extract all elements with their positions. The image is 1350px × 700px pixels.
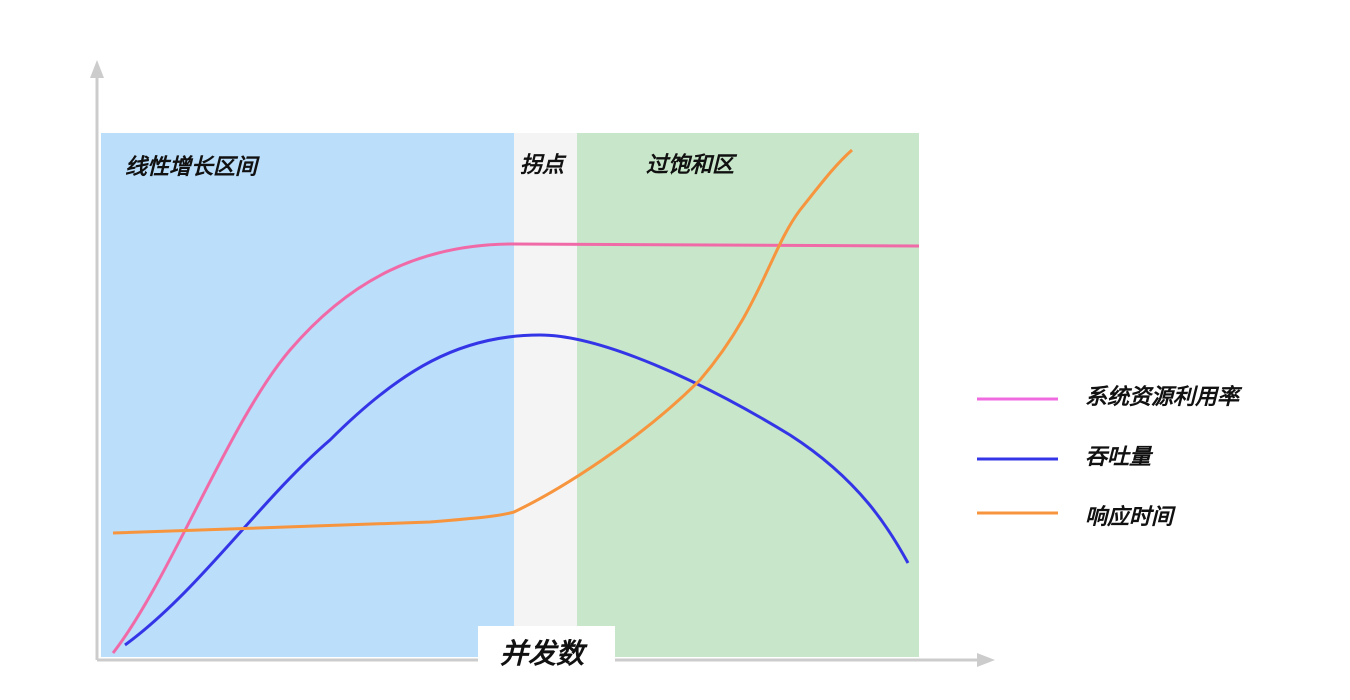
saturation-region [577, 133, 919, 657]
legend-label: 系统资源利用率 [1085, 384, 1243, 410]
legend-label: 响应时间 [1085, 504, 1176, 530]
region-label: 线性增长区间 [125, 154, 260, 180]
linear-region [101, 133, 514, 657]
x-axis-label: 并发数 [500, 637, 588, 670]
x-axis-arrow [977, 653, 995, 667]
axis-label-box [478, 626, 615, 680]
throughput-curve [124, 333, 910, 647]
utilization-curve [111, 242, 920, 654]
region-label: 拐点 [520, 153, 567, 178]
region-label: 过饱和区 [646, 153, 738, 178]
response-time-curve [112, 148, 853, 535]
y-axis-arrow [90, 60, 104, 78]
knee-region [514, 133, 577, 657]
legend-label: 吞吐量 [1085, 445, 1154, 470]
